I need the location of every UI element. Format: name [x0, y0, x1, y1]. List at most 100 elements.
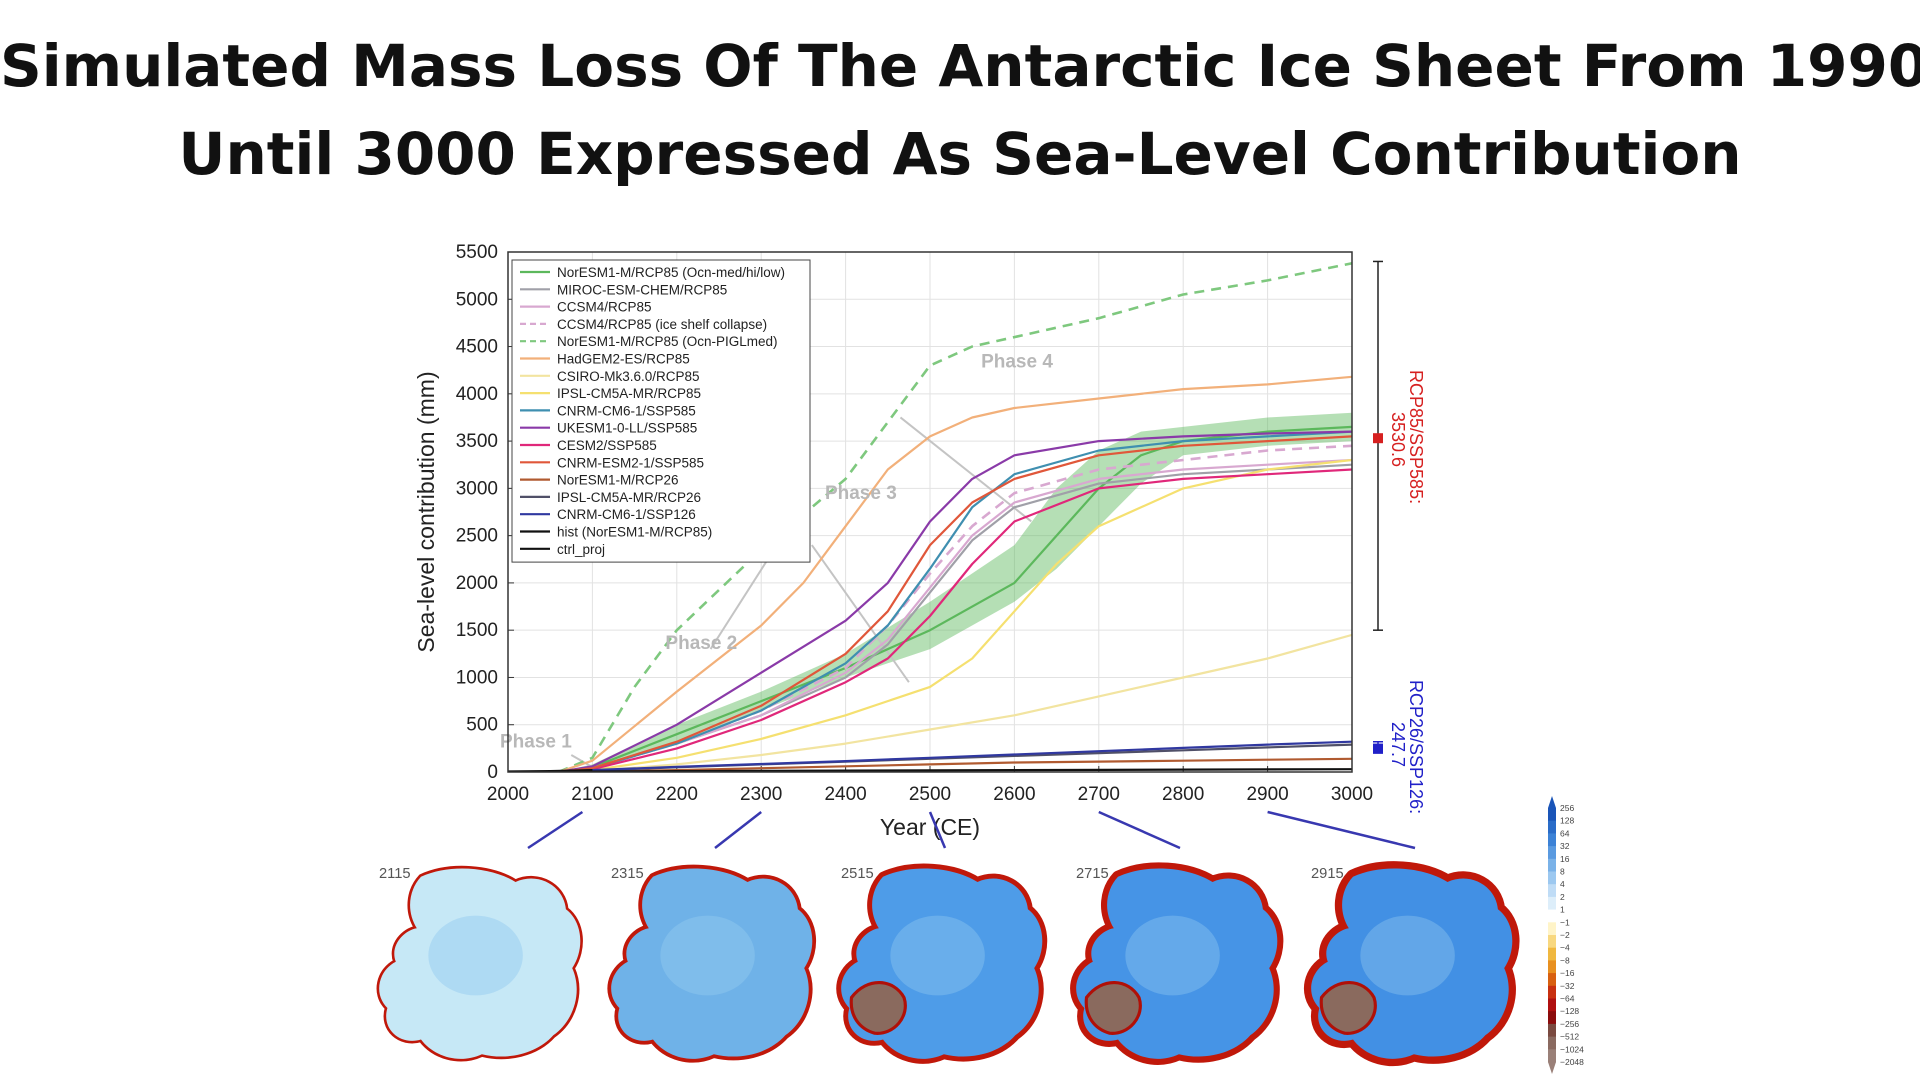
colorbar-segment	[1548, 960, 1556, 974]
y-tick-label: 1000	[456, 667, 498, 688]
phase-guide-line	[899, 416, 1032, 523]
legend-entry: IPSL-CM5A-MR/RCP85	[557, 386, 701, 401]
colorbar-segment	[1548, 1049, 1556, 1063]
side-label: RCP85/SSP585:	[1406, 370, 1426, 504]
legend-entry: hist (NorESM1-M/RCP85)	[557, 525, 712, 540]
colorbar-tick-label: −64	[1560, 994, 1575, 1004]
map-loss-region	[1319, 981, 1377, 1035]
map-interior-shade	[1360, 915, 1455, 996]
y-tick-label: 500	[466, 715, 498, 736]
map-interior-shade	[428, 915, 523, 996]
colorbar-tick-label: −256	[1560, 1019, 1579, 1029]
y-tick-label: 2500	[456, 526, 498, 547]
phase-label-1: Phase 1	[500, 731, 572, 752]
y-tick-label: 2000	[456, 573, 498, 594]
map-interior-shade	[890, 915, 985, 996]
colorbar-tick-label: −4	[1560, 943, 1570, 953]
colorbar-tick-label: −16	[1560, 968, 1575, 978]
map-loss-region	[1084, 981, 1142, 1035]
colorbar-tick-label: 4	[1560, 879, 1565, 889]
colorbar-segment	[1548, 909, 1556, 923]
legend-entry: CSIRO-Mk3.6.0/RCP85	[557, 369, 700, 384]
plot-frame	[507, 251, 1353, 773]
colorbar-tick-label: −512	[1560, 1032, 1579, 1042]
x-tick-label: 2200	[656, 784, 698, 805]
legend-entry: CESM2/SSP585	[557, 438, 657, 453]
phase-guide-line	[811, 544, 910, 683]
colorbar-tick-label: 64	[1560, 828, 1570, 838]
title-line-1: Simulated Mass Loss Of The Antarctic Ice…	[0, 32, 1920, 100]
side-value: 3530.6	[1388, 412, 1408, 467]
uncertainty-band	[558, 412, 1352, 772]
y-tick-label: 4500	[456, 337, 498, 358]
colorbar-segment	[1548, 884, 1556, 898]
x-axis-label: Year (CE)	[880, 814, 980, 840]
map-year-label: 2715	[1076, 866, 1109, 882]
legend-entry: UKESM1-0-LL/SSP585	[557, 421, 697, 436]
colorbar-tick-label: −8	[1560, 955, 1570, 965]
series-line-14	[558, 740, 1352, 772]
y-tick-label: 1500	[456, 620, 498, 641]
colorbar-segment	[1548, 808, 1556, 822]
x-tick-label: 2600	[993, 784, 1035, 805]
series-line-5	[558, 375, 1352, 772]
map-panel-2115: 2115	[376, 866, 583, 1062]
colorbar-tick-label: 16	[1560, 854, 1570, 864]
map-panel-2715: 2715	[1070, 862, 1284, 1065]
x-tick-label: 2900	[1246, 784, 1288, 805]
side-value: 247.7	[1388, 722, 1408, 767]
colorbar: 256 128 64 32 16 8 4 2 1 −1 −2 −4 −8 −16 −32 −64 −128 −25…	[1548, 796, 1584, 1074]
map-loss-region	[849, 981, 907, 1035]
legend-box	[511, 259, 811, 563]
side-annotation-1: RCP26/SSP126:247.7	[1373, 680, 1426, 814]
phase-label-4: Phase 4	[981, 351, 1053, 372]
phase-label-3: Phase 3	[825, 483, 897, 504]
series-line-11	[558, 435, 1352, 772]
colorbar-tick-label: 128	[1560, 816, 1574, 826]
panel-connector	[714, 811, 762, 849]
map-year-label: 2115	[379, 866, 411, 882]
series-line-6	[558, 633, 1352, 772]
panel-connector	[1267, 810, 1416, 850]
mean-marker	[1373, 743, 1383, 754]
colorbar-tick-label: −1	[1560, 917, 1570, 927]
colorbar-segment	[1548, 985, 1556, 999]
colorbar-tick-label: −2048	[1560, 1057, 1584, 1067]
colorbar-segment	[1548, 858, 1556, 872]
x-tick-label: 2400	[824, 784, 866, 805]
map-year-label: 2315	[611, 866, 644, 882]
colorbar-tick-label: 256	[1560, 803, 1574, 813]
x-tick-label: 2000	[487, 784, 529, 805]
colorbar-segment	[1548, 973, 1556, 987]
colorbar-segment	[1548, 833, 1556, 847]
colorbar-segment	[1548, 846, 1556, 860]
map-panel-2315: 2315	[607, 864, 817, 1063]
x-tick-label: 2700	[1078, 784, 1120, 805]
x-tick-label: 2500	[909, 784, 951, 805]
colorbar-segment	[1548, 998, 1556, 1012]
colorbar-tick-label: −128	[1560, 1006, 1579, 1016]
colorbar-segment	[1548, 922, 1556, 936]
panel-connector	[928, 811, 947, 849]
series-line-10	[558, 468, 1352, 772]
y-tick-label: 5500	[456, 242, 498, 263]
legend-entry: MIROC-ESM-CHEM/RCP85	[557, 282, 727, 297]
panel-connector	[527, 810, 584, 850]
colorbar-tick-label: 2	[1560, 892, 1565, 902]
colorbar-segment	[1548, 820, 1556, 834]
antarctica-map-fill	[611, 868, 813, 1059]
colorbar-segment	[1548, 935, 1556, 949]
y-tick-label: 3000	[456, 478, 498, 499]
legend-entry: HadGEM2-ES/RCP85	[557, 352, 690, 367]
map-panel-2515: 2515	[836, 863, 1048, 1064]
mean-marker	[1373, 433, 1383, 444]
x-tick-label: 3000	[1331, 784, 1373, 805]
x-tick-label: 2800	[1162, 784, 1204, 805]
colorbar-tick-label: 1	[1560, 905, 1565, 915]
legend-entry: IPSL-CM5A-MR/RCP26	[557, 490, 701, 505]
colorbar-tick-label: 32	[1560, 841, 1570, 851]
phase-label-2: Phase 2	[665, 633, 737, 654]
colorbar-tick-label: −32	[1560, 981, 1575, 991]
page-title: Simulated Mass Loss Of The Antarctic Ice…	[0, 22, 1920, 198]
panel-connector	[1098, 810, 1181, 850]
